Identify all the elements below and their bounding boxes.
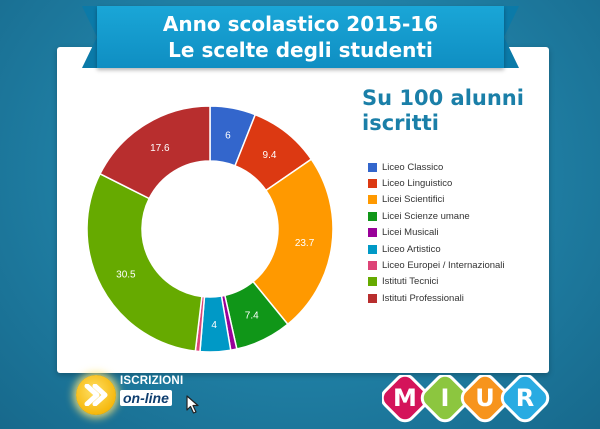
legend-item: Licei Musicali xyxy=(368,225,505,241)
chart-heading-line-1: Su 100 alunni xyxy=(362,86,524,110)
donut-chart: 6 9.4 23.7 7.4 4 30.5 17.6 xyxy=(86,105,334,353)
legend-label: Istituti Professionali xyxy=(382,292,464,304)
title-line-1: Anno scolastico 2015-16 xyxy=(162,12,439,36)
donut-label-licei-scienze-umane: 7.4 xyxy=(245,310,259,321)
legend-item: Istituti Tecnici xyxy=(368,274,505,290)
miur-letter-r: R xyxy=(500,375,550,423)
svg-text:I: I xyxy=(441,384,450,412)
donut-label-liceo-artistico: 4 xyxy=(211,320,217,331)
chart-heading-line-2: iscritti xyxy=(362,111,439,135)
legend-swatch xyxy=(368,244,377,254)
legend-swatch xyxy=(368,195,377,205)
legend-swatch xyxy=(368,277,377,287)
legend-label: Licei Scientifici xyxy=(382,194,445,206)
legend-swatch xyxy=(368,179,377,189)
legend-swatch xyxy=(368,293,377,303)
legend-item: Licei Scientifici xyxy=(368,192,505,208)
miur-letter-m: M xyxy=(382,375,430,423)
donut-label-licei-scientifici: 23.7 xyxy=(295,238,315,249)
legend-label: Liceo Europei / Internazionali xyxy=(382,260,505,272)
legend-label: Istituti Tecnici xyxy=(382,276,439,288)
miur-letter-u: U xyxy=(460,375,510,423)
legend-swatch xyxy=(368,162,377,172)
legend-swatch xyxy=(368,261,377,271)
chart-legend: Liceo Classico Liceo Linguistico Licei Sci… xyxy=(368,159,505,307)
donut-slice-licei-scientifici xyxy=(251,158,334,326)
title-line-2: Le scelte degli studenti xyxy=(168,38,433,62)
badge-label-1: ISCRIZIONI xyxy=(120,375,184,387)
iscrizioni-online-button[interactable]: ISCRIZIONI on-line xyxy=(76,373,202,419)
legend-label: Liceo Classico xyxy=(382,161,444,173)
legend-item: Istituti Professionali xyxy=(368,290,505,306)
legend-label: Liceo Artistico xyxy=(382,243,441,255)
title-banner: Anno scolastico 2015-16 Le scelte degli … xyxy=(97,6,504,68)
chart-heading: Su 100 alunni iscritti xyxy=(362,86,542,136)
svg-text:R: R xyxy=(516,384,534,412)
legend-item: Liceo Linguistico xyxy=(368,175,505,191)
legend-swatch xyxy=(368,211,377,221)
legend-item: Liceo Europei / Internazionali xyxy=(368,257,505,273)
legend-item: Liceo Classico xyxy=(368,159,505,175)
donut-label-istituti-tecnici: 30.5 xyxy=(116,270,136,281)
cursor-icon xyxy=(186,395,199,414)
legend-label: Licei Scienze umane xyxy=(382,210,470,222)
miur-letter-i: I xyxy=(420,375,470,423)
chevron-right-icon xyxy=(84,384,108,406)
legend-label: Licei Musicali xyxy=(382,227,439,239)
donut-slice-istituti-professionali xyxy=(99,105,211,200)
legend-swatch xyxy=(368,228,377,238)
legend-item: Licei Scienze umane xyxy=(368,208,505,224)
svg-text:U: U xyxy=(475,384,495,412)
svg-text:M: M xyxy=(393,384,417,412)
legend-label: Liceo Linguistico xyxy=(382,178,453,190)
ribbon-fold-right xyxy=(504,6,519,68)
legend-item: Liceo Artistico xyxy=(368,241,505,257)
donut-slice-istituti-tecnici xyxy=(86,172,203,352)
donut-label-istituti-professionali: 17.6 xyxy=(150,143,170,154)
donut-label-liceo-classico: 6 xyxy=(225,131,231,142)
badge-label-2: on-line xyxy=(120,390,172,406)
donut-label-liceo-linguistico: 9.4 xyxy=(263,150,277,161)
ribbon-fold-left xyxy=(82,6,97,68)
